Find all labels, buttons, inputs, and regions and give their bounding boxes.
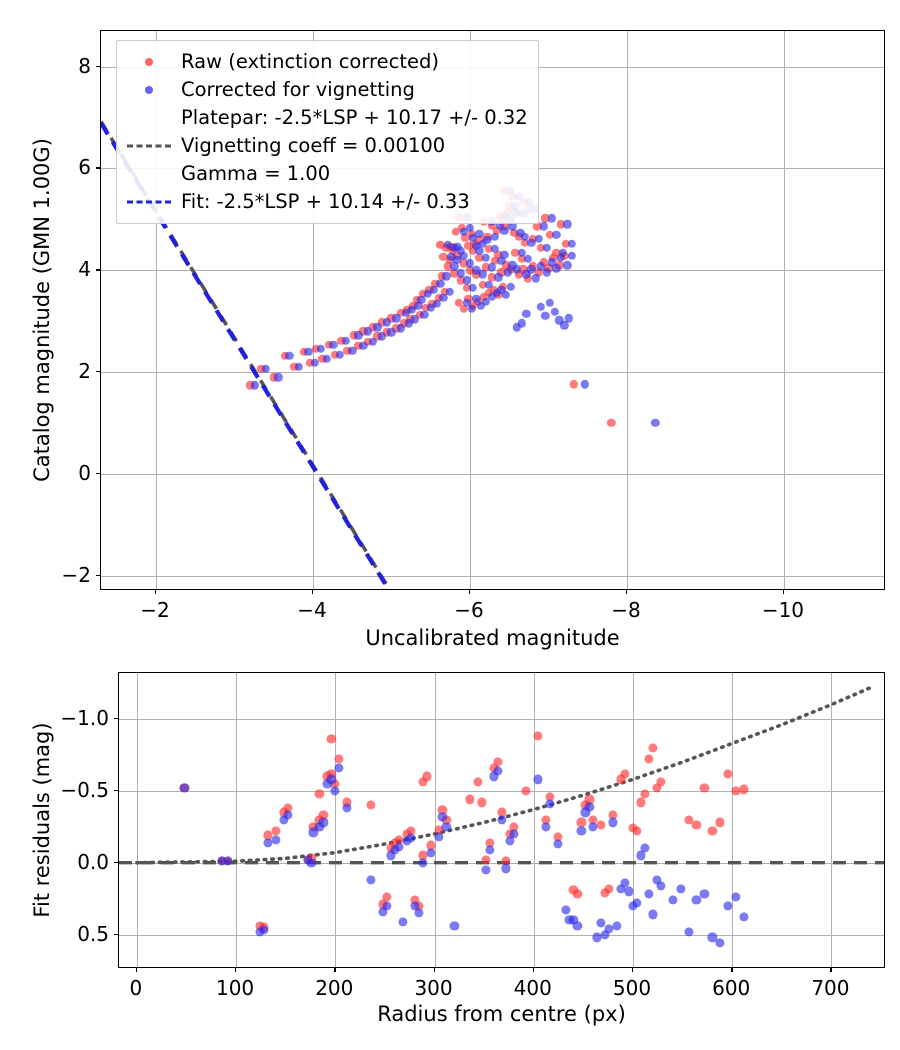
legend-key-none-icon (125, 109, 173, 127)
x-tick (154, 590, 157, 594)
gridline-vertical (783, 31, 785, 589)
x-tick-label: 700 (811, 976, 850, 1000)
gridline-vertical (434, 673, 436, 967)
legend-label: Fit: -2.5*LSP + 10.14 +/- 0.33 (181, 190, 470, 214)
x-tick-label: 500 (612, 976, 652, 1000)
gridline-horizontal (119, 790, 884, 792)
y-tick (96, 574, 100, 577)
y-tick (114, 861, 118, 864)
legend-key-dot-icon (125, 53, 173, 71)
legend-key-dot-icon (125, 81, 173, 99)
y-tick-label: 6 (78, 155, 91, 180)
y-tick-label: −1.0 (60, 705, 109, 730)
legend-marker-dash (127, 144, 171, 148)
y-tick-label: 0.5 (77, 921, 109, 946)
legend-label: Gamma = 1.00 (181, 162, 331, 186)
y-axis-title: Fit residuals (mag) (30, 722, 54, 918)
y-tick (114, 717, 118, 720)
x-axis-title: Uncalibrated magnitude (365, 626, 620, 650)
x-tick-label: −4 (297, 598, 327, 622)
x-tick-label: 200 (315, 976, 354, 1000)
legend-marker-dot (145, 86, 153, 94)
y-tick-label: 4 (78, 257, 91, 282)
x-tick (782, 590, 785, 594)
x-tick-label: 300 (414, 976, 453, 1000)
y-tick (96, 269, 100, 271)
plot-area-bottom (119, 673, 884, 967)
legend-key-none-icon (125, 165, 173, 183)
y-tick (114, 933, 118, 935)
gridline-vertical (533, 673, 535, 967)
x-tick (135, 968, 138, 972)
y-axis-title: Catalog magnitude (GMN 1.00G) (30, 138, 54, 482)
gridline-vertical (236, 673, 238, 967)
x-tick (433, 968, 435, 972)
y-tick-label: −2 (61, 562, 91, 587)
gridline-vertical (155, 31, 157, 589)
x-axis-title: Radius from centre (px) (377, 1002, 626, 1026)
gridline-vertical (136, 673, 138, 967)
plot-legend: Raw (extinction corrected) Corrected for … (116, 40, 539, 224)
gridline-horizontal (119, 934, 884, 936)
x-tick-label: −2 (140, 598, 170, 622)
legend-entry: Platepar: -2.5*LSP + 10.17 +/- 0.32 (125, 104, 528, 132)
x-tick (334, 968, 336, 972)
legend-marker-dot (145, 58, 153, 66)
x-tick (311, 590, 314, 594)
gridline-vertical (732, 673, 734, 967)
gridline-vertical (312, 31, 314, 589)
y-tick-label: 8 (78, 53, 91, 78)
legend-entry: Gamma = 1.00 (125, 160, 528, 188)
x-tick-label: 600 (712, 976, 751, 1000)
x-tick (468, 590, 471, 594)
x-tick-label: 400 (513, 976, 552, 1000)
x-tick (625, 590, 628, 594)
vignetting-curve (135, 685, 873, 865)
x-tick (631, 968, 634, 972)
y-tick-label: 0.0 (77, 849, 109, 874)
gridline-horizontal (119, 718, 884, 720)
x-tick-label: 0 (129, 976, 143, 1000)
gridline-vertical (626, 31, 628, 589)
x-tick-label: 100 (215, 976, 255, 1000)
y-tick (96, 472, 100, 475)
x-tick (532, 968, 535, 972)
gridline-vertical (831, 673, 833, 967)
fit-residuals-plot (118, 672, 885, 968)
gridline-vertical (335, 673, 337, 967)
y-tick-label: −0.5 (60, 777, 109, 802)
legend-key-dash-icon (125, 193, 173, 211)
fit-line (101, 122, 391, 589)
legend-entry: Vignetting coeff = 0.00100 (125, 132, 528, 160)
legend-label: Vignetting coeff = 0.00100 (181, 134, 446, 158)
legend-entry: Corrected for vignetting (125, 76, 528, 104)
y-tick (96, 371, 100, 373)
legend-label: Raw (extinction corrected) (181, 50, 439, 74)
x-tick-label: −8 (611, 598, 641, 622)
legend-marker-dash (127, 200, 171, 204)
legend-label: Platepar: -2.5*LSP + 10.17 +/- 0.32 (181, 106, 528, 130)
legend-key-dash-icon (125, 137, 173, 155)
gridline-horizontal (101, 473, 884, 475)
gridline-horizontal (101, 372, 884, 374)
x-tick (731, 968, 733, 972)
x-tick (830, 968, 832, 972)
y-tick (96, 65, 100, 68)
legend-entry: Fit: -2.5*LSP + 10.14 +/- 0.33 (125, 188, 528, 216)
legend-entry: Raw (extinction corrected) (125, 48, 528, 76)
y-tick-label: 0 (78, 460, 91, 485)
y-tick (96, 167, 100, 169)
y-tick (114, 789, 118, 792)
x-tick-label: −6 (454, 598, 484, 622)
line-overlay (119, 685, 884, 865)
y-tick-label: 2 (78, 359, 91, 384)
gridline-horizontal (101, 575, 884, 577)
line-overlay (101, 120, 392, 589)
x-tick-label: −10 (761, 598, 805, 622)
x-tick (235, 968, 237, 972)
gridline-vertical (632, 673, 634, 967)
legend-label: Corrected for vignetting (181, 78, 415, 102)
